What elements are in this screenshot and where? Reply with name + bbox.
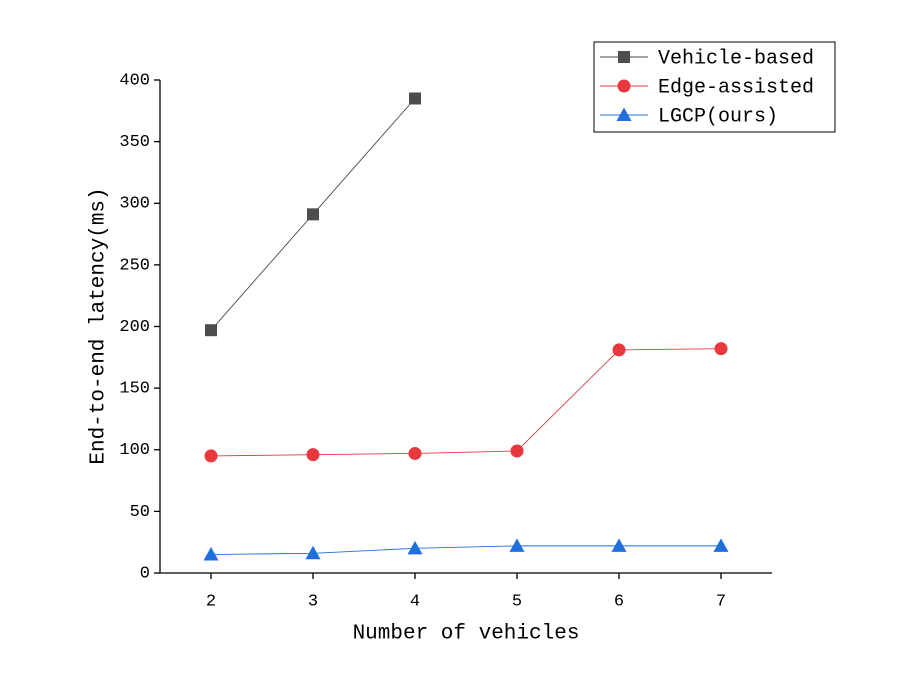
y-tick-label: 100 xyxy=(119,441,150,460)
y-axis-title: End-to-end latency(ms) xyxy=(88,187,111,464)
y-tick-label: 50 xyxy=(130,503,150,522)
data-point xyxy=(714,342,728,356)
series-line xyxy=(210,545,721,555)
data-point xyxy=(204,449,218,463)
legend-marker xyxy=(617,79,631,93)
legend-label: Vehicle-based xyxy=(658,47,814,70)
data-point xyxy=(509,538,525,552)
legend-label: Edge-assisted xyxy=(658,76,814,99)
data-point xyxy=(203,547,219,561)
x-tick-label: 7 xyxy=(716,592,726,611)
data-point xyxy=(409,92,421,105)
data-point xyxy=(305,545,321,560)
x-tick-label: 6 xyxy=(614,592,624,611)
data-point xyxy=(611,538,627,552)
data-point xyxy=(510,444,524,458)
x-tick-label: 4 xyxy=(410,592,420,611)
data-point xyxy=(408,446,422,460)
y-tick-label: 400 xyxy=(119,71,150,90)
data-point xyxy=(205,324,217,337)
x-tick-label: 2 xyxy=(206,592,216,611)
data-point xyxy=(306,448,320,462)
data-point xyxy=(307,208,319,221)
y-tick-label: 300 xyxy=(119,195,150,214)
y-tick-label: 0 xyxy=(140,564,150,583)
legend-marker xyxy=(616,107,632,121)
y-tick-label: 350 xyxy=(119,133,150,152)
x-tick-label: 3 xyxy=(308,592,318,611)
y-tick-label: 150 xyxy=(119,380,150,399)
legend-marker xyxy=(618,51,630,63)
series-line xyxy=(210,348,722,457)
x-axis-title: Number of vehicles xyxy=(353,623,580,646)
data-point xyxy=(612,343,626,357)
legend-label: LGCP(ours) xyxy=(658,105,778,128)
x-tick-label: 5 xyxy=(512,592,522,611)
data-point xyxy=(713,538,729,552)
y-tick-label: 250 xyxy=(119,256,150,275)
data-point xyxy=(407,540,423,555)
y-tick-label: 200 xyxy=(119,318,150,337)
